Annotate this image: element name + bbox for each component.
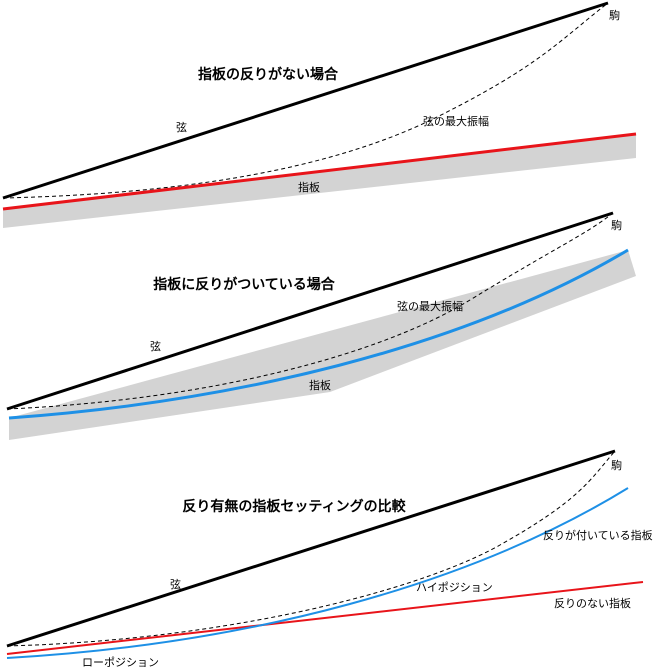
- straight-fingerboard-label: 反りのない指板: [554, 596, 631, 610]
- amplitude-label: 弦の最大振幅: [397, 299, 463, 313]
- high-position-label: ハイポジション: [416, 581, 493, 594]
- panel-title: 反り有無の指板セッティングの比較: [182, 498, 406, 515]
- string-line: [2, 1, 609, 200]
- string-line: [6, 449, 616, 648]
- straight-fingerboard-line: [6, 581, 644, 655]
- amplitude-label: 弦の最大振幅: [423, 114, 489, 128]
- fingerboard-surface-line: [2, 132, 637, 211]
- string-label: 弦: [170, 577, 181, 591]
- fingerboard-body: [9, 250, 636, 440]
- curved-fingerboard-label: 反りが付いている指板: [543, 528, 653, 542]
- panel-comparison: 反り有無の指板セッティングの比較 弦 駒 反りが付いている指板 反りのない指板 …: [6, 449, 653, 669]
- panel-with-relief: 指板に反りがついている場合 弦 駒 弦の最大振幅 指板: [6, 211, 636, 440]
- fingerboard-body: [3, 134, 636, 228]
- string-line: [6, 211, 614, 411]
- fingerboard-label: 指板: [298, 180, 320, 194]
- string-max-amplitude-curve: [6, 212, 614, 410]
- nut-label: 駒: [609, 9, 620, 22]
- string-max-amplitude-curve: [2, 2, 609, 199]
- string-label: 弦: [176, 120, 187, 134]
- curved-fingerboard-curve: [6, 487, 629, 659]
- string-label: 弦: [150, 339, 161, 353]
- panel-no-relief: 指板の反りがない場合 弦 駒 弦の最大振幅 指板: [2, 1, 637, 228]
- low-position-label: ローポジション: [82, 656, 159, 669]
- nut-label: 駒: [611, 219, 622, 232]
- panel-title: 指板に反りがついている場合: [153, 276, 336, 293]
- string-max-amplitude-curve: [6, 450, 616, 647]
- fingerboard-label: 指板: [309, 378, 331, 392]
- nut-label: 駒: [611, 459, 622, 472]
- fingerboard-surface-curve: [8, 248, 629, 420]
- panel-title: 指板の反りがない場合: [198, 66, 339, 83]
